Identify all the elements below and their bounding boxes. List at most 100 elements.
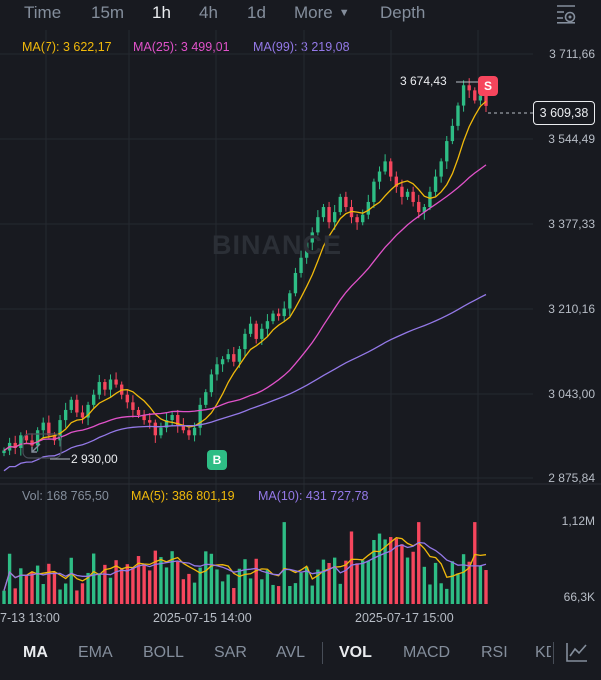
candle-body: [142, 415, 146, 421]
candle-body: [35, 430, 40, 446]
volume-bar: [136, 556, 141, 604]
tab-4h[interactable]: 4h: [199, 3, 218, 22]
indicator-vol[interactable]: VOL: [339, 644, 372, 661]
tab-1h[interactable]: 1h: [152, 3, 171, 22]
tab-1d[interactable]: 1d: [247, 3, 266, 22]
caret-down-icon: ▼: [338, 7, 350, 19]
indicator-rsi[interactable]: RSI: [481, 644, 508, 661]
reset-zoom-icon[interactable]: [22, 433, 62, 459]
buy-marker[interactable]: B: [207, 450, 227, 470]
candle-body: [254, 323, 258, 339]
volume-bar: [293, 583, 298, 604]
candle-body: [394, 176, 399, 187]
volume-bar: [7, 553, 12, 604]
tab-time[interactable]: Time: [24, 3, 62, 22]
candle-body: [91, 394, 96, 405]
volume-bar: [153, 550, 158, 604]
candle-body: [24, 435, 29, 441]
volume-bar: [383, 539, 387, 604]
volume-bar: [282, 522, 286, 604]
candle-body: [417, 201, 421, 213]
volume-bar: [220, 581, 225, 604]
indicator-macd[interactable]: MACD: [403, 644, 451, 661]
candle-body: [153, 422, 158, 436]
volume-bar: [372, 540, 376, 604]
candle-body: [125, 394, 129, 403]
volume-bar: [131, 567, 135, 604]
ma25-legend: MA(25): 3 499,01: [133, 40, 230, 54]
tab-divider: [322, 642, 323, 664]
date-axis-label: 7-13 13:00: [0, 611, 60, 625]
volume-bar: [91, 553, 96, 604]
tab-15m[interactable]: 15m: [91, 3, 125, 22]
indicator-ema[interactable]: EMA: [78, 644, 113, 661]
tab-depth[interactable]: Depth: [380, 3, 426, 22]
price-axis-label: 3 544,49: [548, 132, 595, 146]
volume-bar: [148, 570, 152, 604]
volume-bar: [366, 560, 370, 604]
tab-more[interactable]: More ▼: [294, 3, 350, 23]
candlestick-chart[interactable]: [0, 0, 601, 610]
volume-bar: [338, 583, 342, 604]
timeframe-toolbar: Time 15m 1h 4h 1d More ▼ Depth: [0, 0, 601, 28]
candle-body: [164, 420, 169, 428]
candle-body: [383, 161, 387, 172]
volume-axis-label: 66,3K: [563, 590, 595, 604]
candle-body: [293, 272, 298, 294]
volume-bar: [108, 577, 113, 604]
indicator-boll[interactable]: BOLL: [143, 644, 184, 661]
volume-bar: [467, 561, 471, 604]
volume-bar: [47, 563, 51, 604]
volume-bar: [125, 564, 129, 604]
volume-bar: [243, 559, 247, 604]
indicator-settings-icon[interactable]: [565, 641, 589, 663]
candle-body: [47, 422, 51, 436]
candle-body: [136, 409, 141, 416]
volume-bar: [97, 573, 101, 604]
candle-body: [316, 217, 320, 233]
ma99-legend: MA(99): 3 219,08: [253, 40, 350, 54]
volume-bar: [58, 589, 62, 604]
volume-bar: [52, 572, 57, 604]
ma7-legend: MA(7): 3 622,17: [22, 40, 112, 54]
volume-bar: [344, 560, 348, 604]
candle-body: [377, 171, 382, 182]
indicator-sar[interactable]: SAR: [214, 644, 247, 661]
high-price-label: 3 674,43: [400, 74, 447, 88]
volume-bar: [400, 544, 404, 604]
volume-bar: [35, 565, 40, 604]
indicator-kd[interactable]: KD: [535, 644, 551, 661]
candle-body: [456, 105, 460, 126]
candle-body: [19, 435, 23, 448]
price-axis-label: 3 043,00: [548, 387, 595, 401]
tab-divider: [553, 642, 554, 664]
volume-bar: [310, 585, 314, 604]
candle-body: [372, 181, 376, 202]
candle-body: [198, 404, 202, 428]
volume-bar: [271, 584, 275, 604]
price-axis-label: 3 210,16: [548, 302, 595, 316]
candle-body: [411, 191, 415, 202]
chart-settings-icon[interactable]: [555, 3, 577, 25]
candles: [2, 78, 488, 457]
volume-bar: [187, 573, 191, 604]
volume-bar: [361, 560, 365, 604]
volume-bar: [204, 551, 208, 604]
candle-body: [428, 191, 432, 208]
volume-bar: [433, 562, 438, 604]
indicator-avl[interactable]: AVL: [276, 644, 306, 661]
candle-body: [226, 354, 230, 360]
volume-bar: [405, 557, 410, 604]
candle-body: [260, 328, 264, 339]
candle-body: [271, 313, 275, 322]
volume-bar: [321, 559, 326, 604]
indicator-ma[interactable]: MA: [23, 644, 48, 661]
volume-bar: [13, 588, 17, 604]
vol-ma5-legend: MA(5): 386 801,19: [131, 489, 235, 503]
volume-bar: [327, 562, 331, 604]
volume-bar: [75, 590, 79, 604]
candle-body: [41, 422, 45, 431]
candle-body: [204, 392, 208, 405]
sell-marker[interactable]: S: [478, 76, 498, 96]
candle-body: [75, 399, 79, 413]
